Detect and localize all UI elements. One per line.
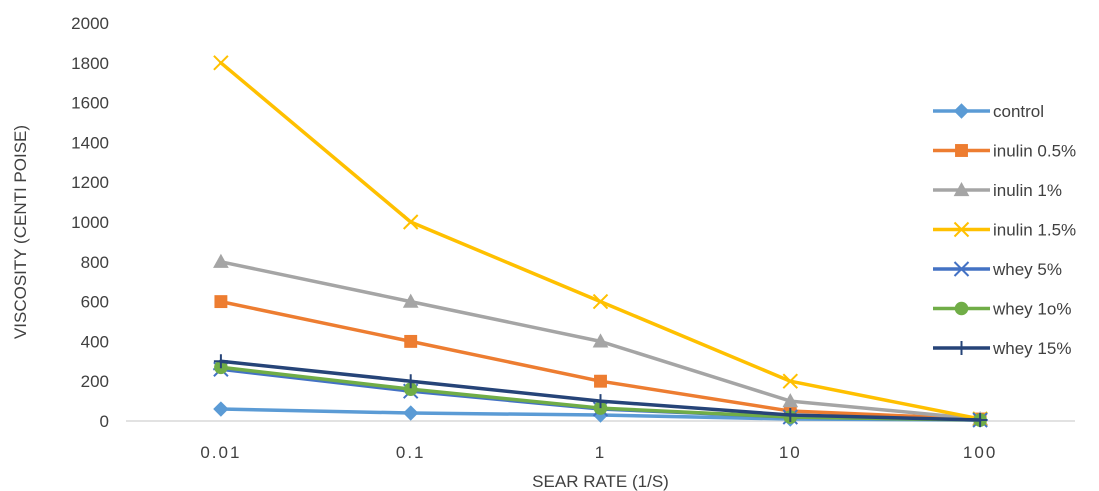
data-point xyxy=(404,334,418,348)
legend-label: whey 5% xyxy=(992,260,1062,279)
x-tick-label: 0.01 xyxy=(200,443,241,462)
legend-label: whey 1o% xyxy=(992,300,1071,319)
series-inulin-1-5 xyxy=(213,55,988,427)
data-point xyxy=(783,408,798,423)
y-tick-label: 800 xyxy=(81,253,109,272)
x-axis: 0.01 0.1 1 10 100 xyxy=(126,420,1075,462)
series-whey-15 xyxy=(213,354,988,428)
legend-item: whey 15% xyxy=(933,339,1071,358)
data-point xyxy=(592,333,609,348)
legend-marker xyxy=(955,144,968,157)
data-point xyxy=(782,393,799,408)
legend-marker xyxy=(953,261,970,277)
y-tick-label: 1400 xyxy=(71,133,109,152)
y-tick-label: 600 xyxy=(81,293,109,312)
x-tick-label: 0.1 xyxy=(396,443,426,462)
legend-marker xyxy=(953,221,970,238)
data-point xyxy=(782,373,799,389)
y-tick-label: 1000 xyxy=(71,213,109,232)
data-point xyxy=(403,374,418,389)
legend-label: inulin 0.5% xyxy=(993,142,1076,161)
legend-label: inulin 1.5% xyxy=(993,221,1076,240)
legend-marker xyxy=(953,103,970,119)
y-tick-label: 0 xyxy=(100,412,109,431)
data-point xyxy=(213,354,228,369)
data-point xyxy=(402,293,419,308)
plot-area xyxy=(213,55,988,428)
legend-label: whey 15% xyxy=(992,339,1071,358)
legend-marker xyxy=(954,341,969,355)
legend-item: control xyxy=(933,102,1044,121)
y-tick-label: 1200 xyxy=(71,173,109,192)
data-point xyxy=(213,253,229,268)
y-tick-label: 2000 xyxy=(71,14,109,33)
legend-label: inulin 1% xyxy=(993,181,1062,200)
data-point xyxy=(973,413,988,428)
x-tick-label: 100 xyxy=(963,443,997,462)
data-point xyxy=(593,394,608,409)
x-tick-label: 10 xyxy=(779,443,802,462)
data-point xyxy=(402,405,419,421)
data-point xyxy=(592,293,609,310)
x-tick-label: 1 xyxy=(595,443,606,462)
legend-item: inulin 1.5% xyxy=(933,221,1076,240)
y-tick-label: 1600 xyxy=(71,94,109,113)
legend-label: control xyxy=(993,102,1044,121)
x-axis-title: SEAR RATE (1/S) xyxy=(532,472,669,491)
y-tick-label: 200 xyxy=(81,372,109,391)
legend-item: whey 5% xyxy=(933,260,1062,279)
data-point xyxy=(594,374,607,388)
series-line xyxy=(219,61,982,421)
legend-item: whey 1o% xyxy=(933,300,1071,319)
legend-item: inulin 0.5% xyxy=(933,142,1076,161)
data-point xyxy=(213,55,229,71)
y-axis: 0 200 400 600 800 1000 1200 1400 1600 1800 2000 xyxy=(71,14,109,431)
data-point xyxy=(213,401,229,417)
data-point xyxy=(214,295,228,309)
y-axis-title: VISCOSITY (CENTI POISE) xyxy=(11,125,30,339)
y-tick-label: 400 xyxy=(81,332,109,351)
y-tick-label: 1800 xyxy=(71,54,109,73)
legend-marker xyxy=(954,301,969,316)
legend-item: inulin 1% xyxy=(933,181,1062,200)
series-inulin-1 xyxy=(213,253,988,426)
data-point xyxy=(402,214,419,230)
legend: control inulin 0.5% inulin 1% inulin 1.5% wh… xyxy=(933,102,1076,358)
legend-marker xyxy=(953,181,970,197)
